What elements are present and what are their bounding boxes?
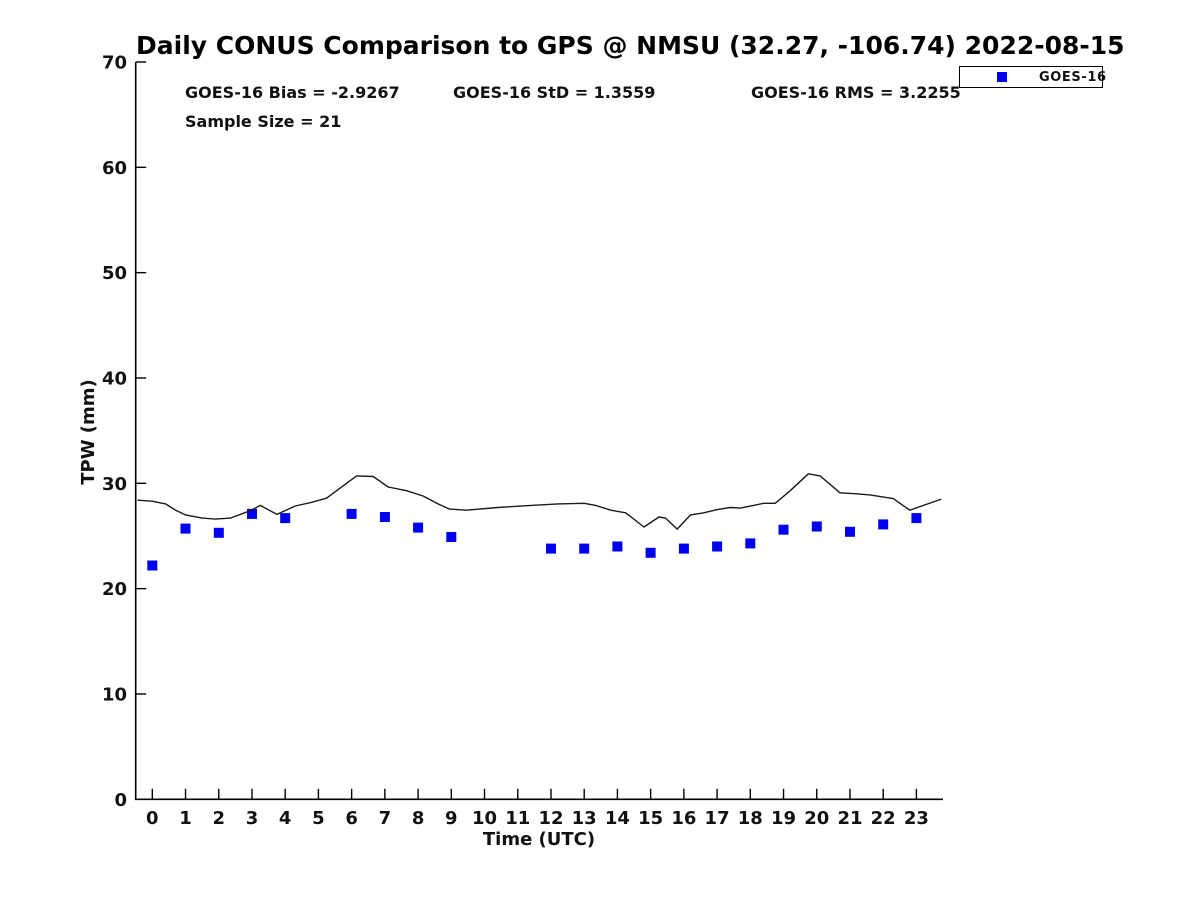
x-tick-label: 11 [505, 808, 530, 829]
goes16-data-point [180, 523, 191, 534]
gps-line [137, 473, 942, 530]
goes16-data-point [446, 532, 457, 542]
x-axis-label: Time (UTC) [482, 829, 596, 850]
x-tick-label: 21 [837, 808, 862, 829]
goes16-data-point [612, 541, 623, 552]
goes16-data-point [811, 521, 822, 532]
x-tick-label: 2 [212, 808, 225, 829]
x-tick-label: 10 [472, 808, 497, 829]
goes16-data-point [346, 508, 357, 519]
goes16-data-point [645, 547, 656, 558]
legend-label: GOES-16 [1039, 69, 1107, 85]
goes16-data-point [546, 543, 556, 554]
goes16-data-point [911, 513, 922, 524]
y-tick-label: 10 [102, 684, 127, 705]
x-tick-label: 15 [638, 808, 663, 829]
x-tick-label: 16 [671, 808, 696, 829]
goes16-data-point [745, 538, 756, 549]
x-tick-label: 18 [738, 808, 763, 829]
goes16-data-point [280, 513, 291, 524]
y-tick-label: 0 [114, 790, 127, 811]
x-tick-label: 5 [312, 808, 325, 829]
axes-frame [134, 62, 943, 801]
stat-bias-text: GOES-16 Bias = -2.9267 [185, 83, 400, 102]
x-tick-label: 8 [412, 808, 425, 829]
stat-rms-text: GOES-16 RMS = 3.2255 [751, 83, 961, 102]
stat-std-text: GOES-16 StD = 1.3559 [453, 83, 656, 102]
x-tick-label: 23 [904, 808, 929, 829]
x-tick-label: 17 [705, 808, 730, 829]
x-tick-label: 7 [379, 808, 392, 829]
y-tick-label: 50 [102, 263, 127, 284]
x-tick-label: 6 [345, 808, 358, 829]
stat-sample-size-text: Sample Size = 21 [185, 112, 342, 131]
x-tick-label: 9 [445, 808, 458, 829]
y-tick-label: 30 [102, 474, 127, 495]
goes16-data-point [247, 508, 257, 519]
x-tick-label: 4 [279, 808, 292, 829]
goes16-data-point [712, 541, 723, 552]
legend: GOES-16 [959, 66, 1106, 88]
x-tick-label: 0 [146, 808, 159, 829]
x-tick-label: 13 [572, 808, 597, 829]
y-tick-label: 40 [102, 368, 127, 389]
legend-square-marker-icon [997, 72, 1007, 82]
y-tick-label: 20 [102, 579, 127, 600]
x-tick-label: 14 [605, 808, 630, 829]
x-tick-label: 1 [179, 808, 192, 829]
y-tick-label: 60 [102, 158, 127, 179]
goes16-data-point [147, 560, 158, 571]
goes16-data-point [778, 524, 789, 535]
goes16-data-point [678, 543, 689, 554]
x-tick-label: 3 [246, 808, 259, 829]
x-tick-label: 12 [538, 808, 563, 829]
x-tick-label: 19 [771, 808, 796, 829]
goes16-data-point [413, 522, 424, 533]
x-tick-label: 20 [804, 808, 829, 829]
x-tick-label: 22 [871, 808, 896, 829]
goes16-data-point [379, 512, 390, 522]
goes16-data-point [878, 519, 889, 530]
goes16-data-point [845, 526, 855, 537]
goes16-data-point [213, 527, 224, 538]
y-tick-label: 70 [102, 53, 127, 74]
goes16-data-point [579, 543, 590, 554]
